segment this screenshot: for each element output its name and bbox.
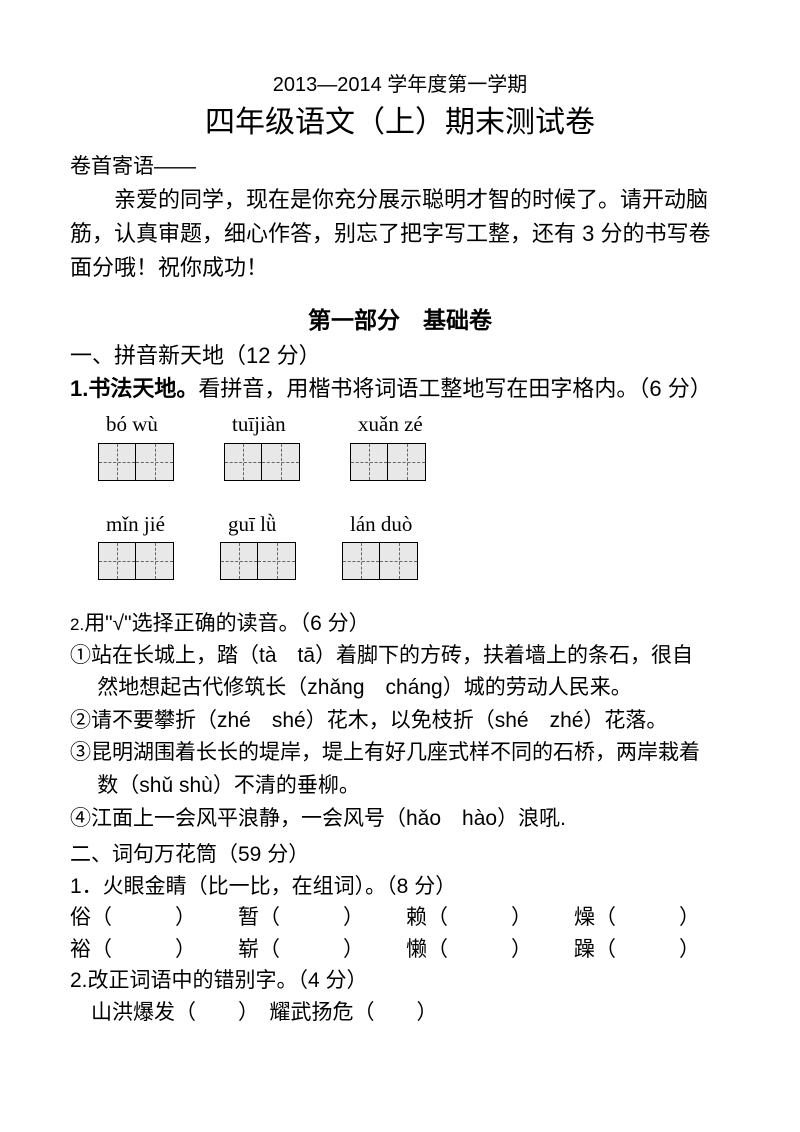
compare-cell: 崭（ ） xyxy=(238,934,406,966)
pinyin-item: lán duò xyxy=(342,509,418,581)
pinyin-label: lán duò xyxy=(342,509,412,541)
q2-heading: 2.用"√"选择正确的读音。（6 分） xyxy=(70,608,730,640)
pinyin-label: bó wù xyxy=(98,409,158,441)
q2-item-1b: 然地想起古代修筑长（zhǎng cháng）城的劳动人民来。 xyxy=(70,672,730,705)
greeting-body: 亲爱的同学，现在是你充分展示聪明才智的时候了。请开动脑筋，认真审题，细心作答，别… xyxy=(70,183,730,285)
academic-year: 2013—2014 学年度第一学期 xyxy=(70,70,730,100)
error-words-line: 山洪爆发（ ） 耀武扬危（ ） xyxy=(70,997,730,1029)
s2-q1: 1．火眼金睛（比一比，在组词）。（8 分） xyxy=(70,871,730,903)
tianzige xyxy=(224,443,300,481)
section2-heading: 二、词句万花筒（59 分） xyxy=(70,839,730,871)
pinyin-row-1: bó wù tuījiàn xuǎn zé xyxy=(70,409,730,481)
compare-row-1: 俗（ ） 暂（ ） 赖（ ） 燥（ ） xyxy=(70,902,730,934)
pinyin-item: tuījiàn xyxy=(224,409,300,481)
pinyin-label: xuǎn zé xyxy=(350,409,423,441)
page-title: 四年级语文（上）期末测试卷 xyxy=(70,100,730,145)
q1-bold: 1.书法天地。 xyxy=(70,376,198,401)
part1-title: 第一部分 基础卷 xyxy=(70,303,730,338)
compare-cell: 躁（ ） xyxy=(574,934,700,966)
pinyin-item: bó wù xyxy=(98,409,174,481)
tianzige xyxy=(220,542,296,580)
compare-row-2: 裕（ ） 崭（ ） 懒（ ） 躁（ ） xyxy=(70,934,730,966)
compare-cell: 裕（ ） xyxy=(70,934,238,966)
compare-cell: 懒（ ） xyxy=(406,934,574,966)
tianzige xyxy=(342,542,418,580)
q2-item-3b: 数（shǔ shù）不清的垂柳。 xyxy=(70,770,730,803)
pinyin-item: mǐn jié xyxy=(98,509,174,581)
section1-heading: 一、拼音新天地（12 分） xyxy=(70,339,730,372)
q1-rest: 看拼音，用楷书将词语工整地写在田字格内。（6 分） xyxy=(198,376,711,401)
pinyin-item: guī lǜ xyxy=(220,509,296,581)
pinyin-label: mǐn jié xyxy=(98,509,165,541)
q2-item-3a: ③昆明湖围着长长的堤岸，堤上有好几座式样不同的石桥，两岸栽着 xyxy=(70,737,730,770)
q1-line: 1.书法天地。看拼音，用楷书将词语工整地写在田字格内。（6 分） xyxy=(70,372,730,405)
q2-item-4: ④江面上一会风平浪静，一会风号（hǎo hào）浪吼. xyxy=(70,803,730,836)
compare-cell: 燥（ ） xyxy=(574,902,700,934)
pinyin-label: guī lǜ xyxy=(220,509,276,541)
compare-cell: 俗（ ） xyxy=(70,902,238,934)
pinyin-label: tuījiàn xyxy=(224,409,286,441)
compare-cell: 暂（ ） xyxy=(238,902,406,934)
greeting-label: 卷首寄语—— xyxy=(70,151,730,183)
pinyin-row-2: mǐn jié guī lǜ lán duò xyxy=(70,509,730,581)
tianzige xyxy=(98,443,174,481)
q2-num: 2. xyxy=(70,615,84,634)
q2-item-2: ②请不要攀折（zhé shé）花木，以免枝折（shé zhé）花落。 xyxy=(70,705,730,738)
s2-q2: 2.改正词语中的错别字。（4 分） xyxy=(70,965,730,997)
q2-text: 用"√"选择正确的读音。（6 分） xyxy=(84,612,369,635)
compare-cell: 赖（ ） xyxy=(406,902,574,934)
q2-item-1a: ①站在长城上，踏（tà tā）着脚下的方砖，扶着墙上的条石，很自 xyxy=(70,640,730,673)
pinyin-item: xuǎn zé xyxy=(350,409,426,481)
tianzige xyxy=(98,542,174,580)
tianzige xyxy=(350,443,426,481)
